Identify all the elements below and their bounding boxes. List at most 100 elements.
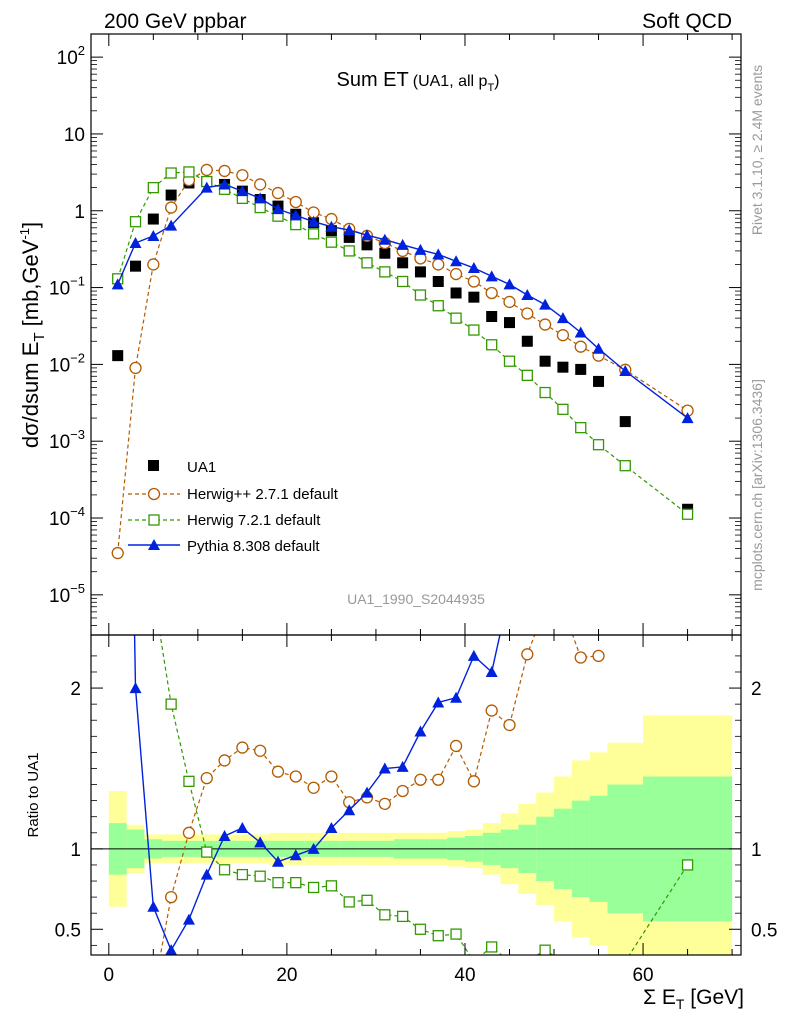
main-ytick-label-exp-4: −2	[70, 350, 85, 365]
ratio-line-herwig-7-2-1-default	[159, 635, 689, 955]
main-point-ua1-2	[147, 213, 159, 225]
ratio-point-herwig-7-2-1-default-24	[539, 944, 551, 955]
x-axis-label-unit: [GeV]	[684, 986, 744, 1009]
ratio-point-herwig-7-2-1-default-12	[325, 880, 338, 892]
main-point-herwig-2-7-1-default-1	[129, 361, 142, 375]
legend-marker-herwigpp	[147, 487, 161, 501]
ratio-point-herwig-2-7-1-default-9	[307, 781, 320, 794]
main-point-pythia-8-308-default-12	[343, 224, 356, 236]
ratio-point-herwig-7-2-1-default-8	[254, 870, 266, 882]
ratio-point-herwig-2-7-1-default-6	[254, 744, 267, 757]
main-point-herwig-2-7-1-default-21	[485, 286, 498, 300]
ratio-point-herwig-2-7-1-default-25	[592, 649, 605, 663]
main-point-herwig-7-2-1-default-2	[147, 181, 159, 194]
main-point-ua1-14	[361, 239, 373, 251]
main-point-herwig-7-2-1-default-24	[539, 386, 551, 399]
ratio-point-herwig-7-2-1-default-21	[486, 941, 498, 953]
plot-title-main: Sum ET	[336, 69, 408, 91]
x-axis-label: Σ ET [GeV]	[643, 986, 744, 1012]
ratio-point-herwig-7-2-1-default-28	[620, 956, 630, 966]
ratio-point-herwig-2-7-1-default-0	[148, 988, 159, 999]
main-point-herwig-2-7-1-default-20	[467, 275, 481, 288]
ratio-series-group	[129, 586, 694, 999]
ratio-point-herwig-7-2-1-default-11	[307, 881, 320, 894]
main-ytick-label-3: 10−1	[49, 274, 85, 300]
main-point-herwig-2-7-1-default-7	[236, 169, 249, 182]
main-point-herwig-7-2-1-default-19	[450, 312, 462, 324]
main-point-pythia-8-308-default-19	[467, 261, 480, 273]
watermark: UA1_1990_S2044935	[347, 591, 485, 607]
main-point-herwig-7-2-1-default-14	[361, 257, 373, 269]
main-point-ua1-1	[130, 260, 142, 272]
main-point-herwig-2-7-1-default-26	[574, 340, 587, 353]
ratio-point-herwig-2-7-1-default-24	[574, 651, 587, 664]
header-left: 200 GeV ppbar	[104, 10, 246, 33]
ratio-point-pythia-8-308-default-3	[165, 944, 178, 955]
side-text-rivet: Rivet 3.1.10, ≥ 2.4M events	[749, 65, 765, 235]
main-ytick-label-2: 1	[74, 202, 85, 223]
plot-title-suffix: (UA1, all p	[413, 73, 488, 90]
ratio-ytick-label-right-2: 0.5	[751, 920, 777, 941]
ratio-point-herwig-7-2-1-default-22	[504, 956, 514, 966]
x-tick-label-3: 60	[632, 965, 653, 986]
ratio-point-herwig-7-2-1-default-3	[165, 698, 177, 710]
main-point-ua1-28	[619, 416, 631, 428]
ratio-point-herwig-7-2-1-default-5	[201, 846, 213, 858]
ratio-point-herwig-2-7-1-default-3	[200, 771, 213, 785]
ratio-point-herwig-2-7-1-default-13	[378, 797, 391, 810]
main-point-ua1-15	[379, 247, 391, 259]
main-point-herwig-7-2-1-default-12	[325, 236, 338, 248]
main-point-pythia-8-308-default-14	[378, 233, 391, 245]
ratio-y-axis-label: Ratio to UA1	[25, 752, 42, 837]
main-point-pythia-8-308-default-3	[165, 219, 178, 231]
ratio-point-herwig-2-7-1-default-2	[182, 826, 196, 839]
main-point-herwig-2-7-1-default-6	[218, 164, 231, 178]
plot-title-suffix-end: )	[494, 73, 499, 90]
ratio-point-pythia-8-308-default-1	[129, 682, 142, 694]
ratio-point-herwig-7-2-1-default-9	[272, 876, 284, 889]
main-ytick-label-base-5: 10	[49, 432, 70, 453]
ratio-plot-frame	[90, 634, 742, 956]
ratio-point-pythia-8-308-default-22	[503, 586, 515, 597]
main-point-herwig-2-7-1-default-23	[521, 307, 534, 320]
ratio-point-pythia-8-308-default-17	[414, 725, 427, 737]
legend-label-herwig7: Herwig 7.2.1 default	[187, 512, 321, 529]
ratio-point-herwig-7-2-1-default-17	[414, 923, 427, 935]
ratio-point-herwig-2-7-1-default-4	[218, 754, 231, 767]
main-point-herwig-7-2-1-default-13	[343, 245, 355, 257]
header-right: Soft QCD	[642, 10, 732, 33]
main-ytick-label-exp-7: −5	[70, 581, 85, 596]
legend-marker-ua1	[148, 460, 159, 471]
y-axis-label-main: dσ/dsum E	[18, 342, 43, 449]
main-point-herwig-7-2-1-default-29	[681, 508, 694, 520]
main-point-pythia-8-308-default-17	[432, 248, 445, 260]
main-ytick-label-6: 10−4	[49, 504, 85, 530]
ratio-point-herwig-2-7-1-default-21	[521, 648, 534, 661]
y-axis-label-end: ]	[18, 222, 43, 228]
main-point-herwig-7-2-1-default-1	[129, 216, 142, 228]
main-point-pythia-8-308-default-24	[556, 312, 569, 324]
main-point-herwig-7-2-1-default-25	[557, 403, 569, 415]
side-text-mcplots: mcplots.cern.ch [arXiv:1306.3436]	[749, 379, 765, 591]
ratio-point-herwig-7-2-1-default-19	[450, 928, 462, 940]
y-axis-label-sup: -1	[17, 228, 32, 240]
main-point-pythia-8-308-default-23	[539, 298, 552, 310]
ratio-point-herwig-7-2-1-default-29	[681, 859, 694, 871]
ratio-point-pythia-8-308-default-7	[236, 821, 249, 833]
x-tick-label-1: 20	[276, 965, 297, 986]
main-point-ua1-13	[343, 231, 355, 243]
ratio-point-pythia-8-308-default-10	[289, 849, 302, 861]
main-ytick-label-base-6: 10	[49, 509, 70, 530]
main-point-herwig-7-2-1-default-10	[290, 218, 302, 231]
main-point-herwig-2-7-1-default-10	[289, 195, 302, 209]
main-point-herwig-7-2-1-default-3	[165, 167, 177, 179]
ratio-point-pythia-8-308-default-8	[254, 836, 267, 848]
main-point-ua1-16	[397, 257, 409, 269]
ratio-point-herwig-7-2-1-default-25	[558, 956, 568, 966]
main-ytick-label-4: 10−2	[49, 350, 85, 376]
ratio-point-herwig-7-2-1-default-23	[522, 956, 532, 966]
main-point-pythia-8-308-default-0	[111, 278, 124, 290]
main-series-group	[111, 163, 694, 560]
ratio-point-pythia-8-308-default-15	[378, 762, 391, 774]
